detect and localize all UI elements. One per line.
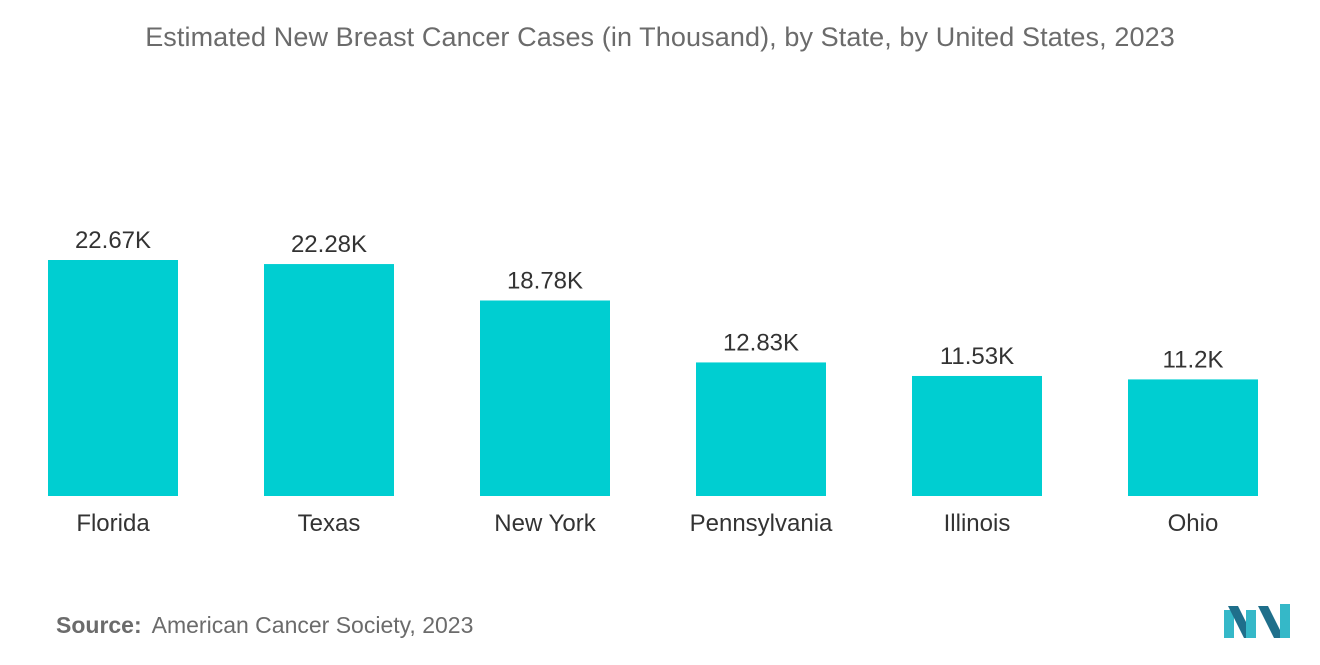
- bar-new-york: [480, 300, 610, 496]
- data-label: 18.78K: [507, 267, 583, 294]
- x-tick-label: Ohio: [1168, 510, 1219, 537]
- x-tick-label: Illinois: [944, 510, 1011, 537]
- source-label: Source:: [56, 612, 142, 638]
- logo-right-diag: [1258, 606, 1284, 638]
- bar-ohio: [1128, 379, 1258, 496]
- logo-mid-stroke: [1246, 610, 1256, 638]
- data-label: 11.53K: [940, 343, 1014, 370]
- brand-logo: [1224, 604, 1290, 638]
- chart-title: Estimated New Breast Cancer Cases (in Th…: [145, 22, 1175, 52]
- bar-texas: [264, 264, 394, 496]
- logo-left-stroke: [1224, 610, 1234, 638]
- data-label: 11.2K: [1163, 346, 1224, 373]
- data-label: 12.83K: [723, 329, 799, 356]
- bar-illinois: [912, 375, 1042, 496]
- bar-florida: [48, 260, 178, 496]
- bar-pennsylvania: [696, 362, 826, 496]
- x-tick-label: Florida: [76, 510, 150, 537]
- x-tick-label: New York: [494, 510, 596, 537]
- source-note: Source: American Cancer Society, 2023: [56, 612, 473, 639]
- logo-right-stroke: [1280, 604, 1290, 638]
- x-tick-label: Pennsylvania: [690, 510, 833, 537]
- source-text: American Cancer Society, 2023: [151, 612, 474, 638]
- x-tick-label: Texas: [298, 510, 361, 537]
- data-label: 22.67K: [75, 227, 151, 254]
- data-label: 22.28K: [291, 231, 367, 258]
- bar-chart: 22.67K Florida 22.28K Texas 18.78K New York 12…: [48, 227, 1258, 537]
